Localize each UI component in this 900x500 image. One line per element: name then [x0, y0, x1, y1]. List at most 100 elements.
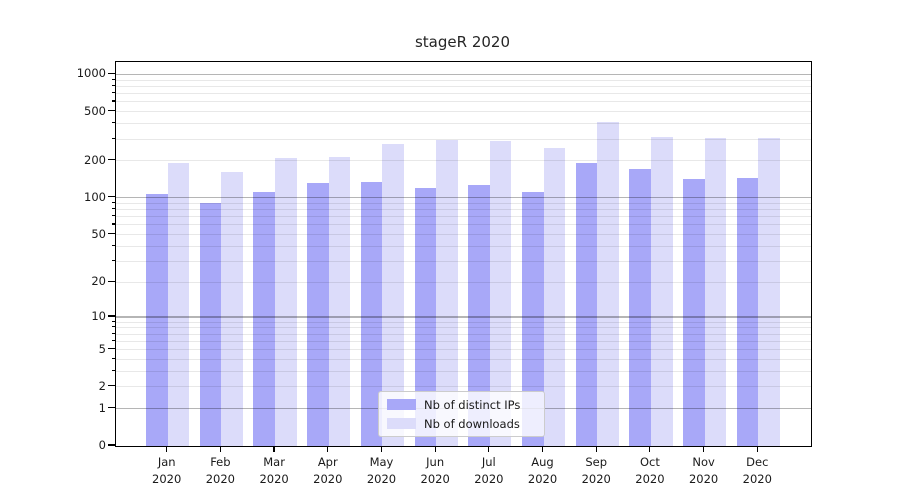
y-tick-label: 10 [91, 309, 106, 324]
x-tick-label-sep: Sep 2020 [581, 455, 611, 486]
y-minor-tick-mark [111, 100, 115, 102]
x-tick-label-feb: Feb 2020 [205, 455, 236, 486]
bar-distinct-ips-oct [629, 169, 651, 446]
bar-downloads-jul [489, 141, 512, 446]
y-minor-tick-mark [111, 215, 115, 217]
y-tick-label: 20 [91, 274, 106, 289]
bar-downloads-feb [221, 172, 243, 446]
y-tick-label: 2 [98, 378, 106, 393]
plot-area [115, 61, 812, 447]
y-tick-mark [108, 280, 115, 282]
y-tick-mark [108, 407, 115, 409]
x-tick-mark [327, 446, 329, 452]
x-tick-mark [273, 446, 275, 452]
x-tick-mark [219, 446, 221, 452]
y-tick-mark [108, 110, 115, 112]
x-tick-mark [595, 446, 597, 452]
bar-downloads-jan [167, 163, 190, 446]
y-tick-label: 100 [84, 189, 106, 204]
x-tick-mark [488, 446, 490, 452]
bar-downloads-oct [650, 136, 673, 446]
bar-distinct-ips-feb [199, 202, 222, 446]
bar-distinct-ips-apr [307, 183, 329, 446]
y-tick-mark [108, 444, 115, 446]
bar-downloads-dec [758, 138, 780, 446]
bar-downloads-nov [704, 137, 727, 446]
y-gridline-minor [116, 85, 811, 87]
y-minor-tick-mark [111, 259, 115, 261]
bar-distinct-ips-dec [736, 178, 759, 446]
y-tick-mark [108, 232, 115, 235]
bar-distinct-ips-nov [683, 179, 705, 446]
bar-downloads-mar [275, 157, 297, 446]
y-minor-tick-mark [111, 78, 115, 80]
x-tick-label-jan: Jan 2020 [152, 455, 182, 486]
x-tick-label-apr: Apr 2020 [313, 455, 343, 486]
legend-swatch-distinct-ips [387, 399, 416, 410]
y-minor-tick-mark [111, 223, 115, 225]
y-minor-tick-mark [111, 201, 115, 204]
bar-distinct-ips-jan [146, 193, 168, 446]
x-tick-label-nov: Nov 2020 [688, 455, 719, 486]
y-minor-tick-mark [111, 369, 115, 372]
x-tick-label-jul: Jul 2020 [474, 455, 504, 486]
x-tick-mark [541, 446, 544, 452]
x-tick-label-mar: Mar 2020 [259, 455, 289, 486]
bar-distinct-ips-may [360, 181, 383, 446]
y-tick-mark [108, 385, 115, 387]
y-tick-mark [108, 196, 115, 198]
x-tick-mark [166, 446, 168, 452]
bar-downloads-aug [543, 147, 566, 446]
bar-distinct-ips-aug [521, 192, 544, 446]
y-gridline-minor [116, 123, 811, 125]
x-tick-mark [380, 446, 383, 452]
bar-downloads-sep [597, 121, 619, 446]
bar-distinct-ips-sep [575, 162, 598, 446]
bar-distinct-ips-jun [414, 188, 437, 446]
y-tick-label: 200 [84, 152, 106, 167]
x-tick-label-jun: Jun 2020 [420, 455, 450, 486]
y-minor-tick-mark [111, 244, 115, 246]
y-tick-mark [108, 159, 115, 161]
y-minor-tick-mark [111, 137, 115, 139]
legend-label-distinct-ips: Nb of distinct IPs [424, 397, 521, 412]
bar-distinct-ips-jul [468, 184, 490, 446]
y-gridline-minor [116, 79, 811, 81]
y-tick-label: 50 [91, 226, 106, 241]
x-tick-label-dec: Dec 2020 [742, 455, 772, 486]
y-tick-label: 1000 [76, 66, 106, 81]
y-minor-tick-mark [111, 208, 115, 210]
x-tick-mark [649, 446, 651, 452]
x-tick-mark [703, 446, 705, 452]
legend-swatch-downloads [387, 418, 416, 429]
y-tick-label: 1 [98, 400, 106, 415]
legend-label-downloads: Nb of downloads [424, 416, 520, 431]
x-tick-label-oct: Oct 2020 [635, 455, 665, 486]
y-minor-tick-mark [111, 92, 115, 94]
y-tick-mark [108, 348, 115, 350]
legend-entry-downloads: Nb of downloads [387, 416, 536, 431]
bar-downloads-jun [436, 140, 458, 446]
y-minor-tick-mark [111, 122, 115, 124]
y-gridline-minor [116, 101, 811, 103]
y-tick-label: 500 [84, 103, 106, 118]
x-tick-label-may: May 2020 [366, 455, 397, 486]
y-tick-label: 0 [98, 438, 106, 452]
y-tick-label: 5 [98, 341, 106, 356]
y-minor-tick-mark [111, 339, 115, 342]
x-tick-label-aug: Aug 2020 [527, 455, 558, 486]
x-tick-mark [434, 446, 436, 452]
y-minor-tick-mark [111, 357, 115, 360]
y-gridline-minor [116, 93, 811, 95]
chart-title: stageR 2020 [414, 33, 510, 51]
y-minor-tick-mark [111, 332, 115, 334]
y-gridline-major [116, 73, 811, 75]
x-tick-mark [756, 446, 758, 452]
bar-downloads-may [382, 144, 405, 446]
y-minor-tick-mark [111, 320, 115, 322]
legend: Nb of distinct IPs Nb of downloads [378, 391, 545, 437]
legend-entry-distinct-ips: Nb of distinct IPs [387, 397, 536, 412]
bar-downloads-apr [328, 156, 351, 446]
y-minor-tick-mark [111, 84, 115, 87]
